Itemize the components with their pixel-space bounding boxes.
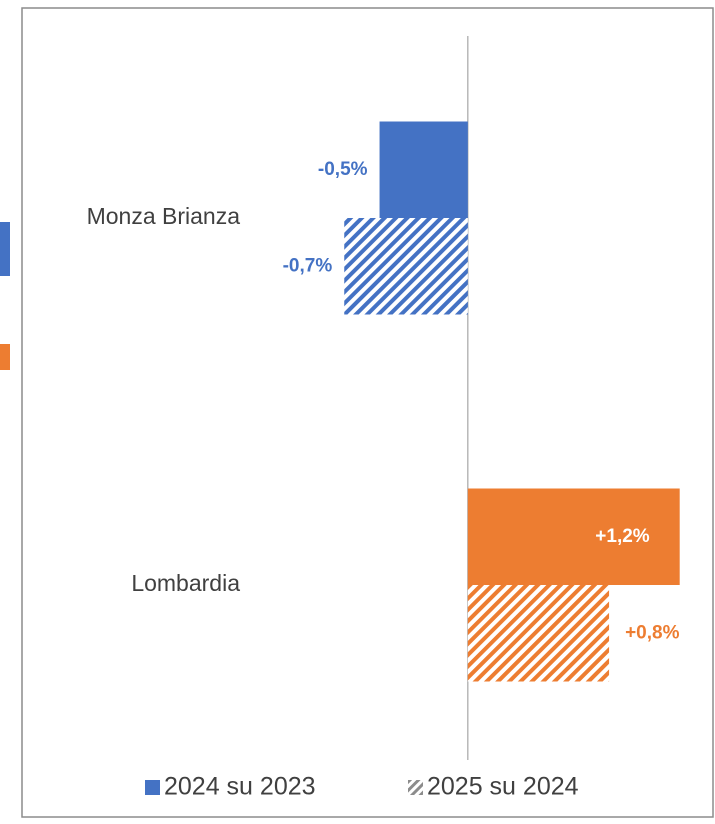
legend-label: 2025 su 2024 <box>427 773 579 801</box>
bar <box>467 585 610 682</box>
cropped-marker <box>0 222 10 276</box>
value-label: +0,8% <box>625 622 680 643</box>
chart-frame <box>21 7 714 818</box>
legend-marker <box>408 780 423 795</box>
legend-label: 2024 su 2023 <box>164 773 316 801</box>
category-label: Monza Brianza <box>87 203 241 229</box>
cropped-marker <box>0 344 10 370</box>
bar <box>467 488 680 585</box>
bar <box>379 121 468 218</box>
value-label: -0,7% <box>283 255 333 276</box>
bar <box>344 218 468 315</box>
value-label: -0,5% <box>318 159 368 180</box>
legend-marker <box>145 780 160 795</box>
category-label: Lombardia <box>131 570 240 596</box>
value-label: +1,2% <box>595 526 650 547</box>
